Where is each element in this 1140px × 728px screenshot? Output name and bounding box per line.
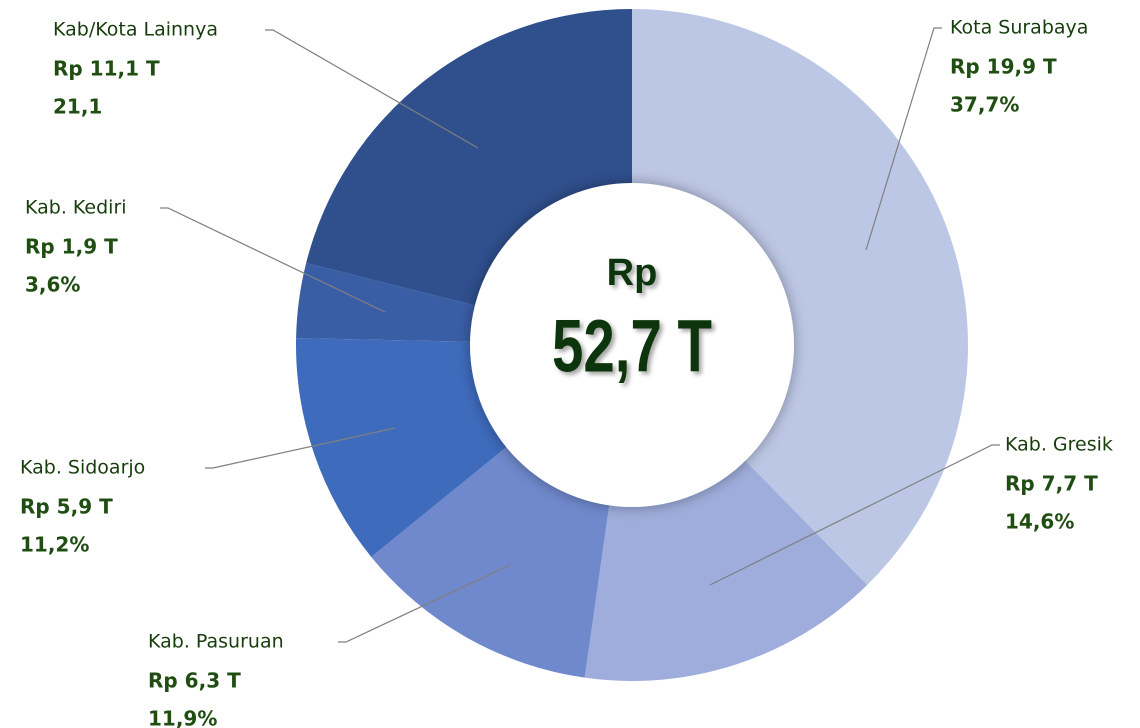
amount-label: Rp 1,9 T — [25, 235, 118, 259]
category-label: Kab. Pasuruan — [148, 631, 284, 653]
center-label: Rp — [607, 252, 658, 294]
category-label: Kab/Kota Lainnya — [53, 19, 218, 41]
category-label: Kab. Kediri — [25, 197, 127, 219]
amount-label: Rp 11,1 T — [53, 57, 160, 81]
slices — [296, 9, 968, 681]
value-label: 11,9% — [148, 707, 217, 728]
value-label: 11,2% — [20, 533, 89, 557]
value-label: 3,6% — [25, 273, 80, 297]
leader-lines — [160, 27, 1000, 643]
leader-line — [265, 29, 479, 149]
leader-line — [160, 207, 386, 313]
labels: Kota Surabaya Rp 19,9 T 37,7% Kab. Gresik Rp… — [20, 17, 1113, 728]
slice — [306, 9, 632, 309]
slice — [296, 338, 516, 557]
amount-label: Rp 19,9 T — [950, 55, 1057, 79]
slice — [584, 452, 868, 681]
center-value: 52,7 T — [552, 305, 712, 388]
value-label: 37,7% — [950, 93, 1019, 117]
category-label: Kab. Gresik — [1005, 434, 1113, 456]
value-label: 21,1 — [53, 95, 102, 119]
leader-line — [865, 27, 942, 251]
value-label: 14,6% — [1005, 510, 1074, 534]
slice — [371, 439, 611, 678]
leader-line — [338, 564, 511, 643]
donut-hole — [470, 183, 794, 507]
slice — [632, 9, 968, 585]
leader-line — [709, 444, 1000, 586]
amount-label: Rp 6,3 T — [148, 669, 241, 693]
category-label: Kab. Sidoarjo — [20, 457, 145, 479]
leader-line — [205, 427, 396, 469]
amount-label: Rp 7,7 T — [1005, 472, 1098, 496]
amount-label: Rp 5,9 T — [20, 495, 113, 519]
slice — [296, 263, 487, 342]
category-label: Kota Surabaya — [950, 17, 1088, 39]
